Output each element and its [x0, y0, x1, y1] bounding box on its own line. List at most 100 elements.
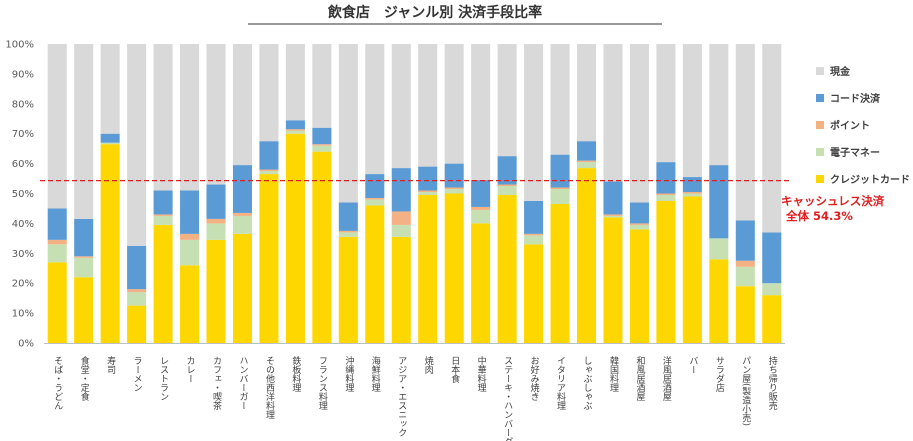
bar-segment	[576, 168, 597, 343]
y-tick-label: 30%	[12, 249, 34, 260]
x-category-label: 海鮮料理	[370, 355, 381, 392]
bar-segment	[100, 144, 120, 343]
bar-segment	[709, 259, 729, 343]
bar-segment	[550, 187, 570, 190]
bar-segment	[603, 44, 623, 182]
bar-segment	[603, 217, 623, 343]
bar-segment	[127, 305, 147, 344]
bar-stack	[180, 44, 200, 343]
bar-segment	[709, 165, 729, 239]
bar-segment	[471, 44, 491, 181]
legend-swatch	[816, 121, 824, 129]
bar-segment	[497, 195, 517, 343]
bar-segment	[259, 44, 279, 142]
bar-stack	[418, 44, 438, 343]
legend-item: ポイント	[816, 119, 870, 132]
bar-segment	[576, 141, 597, 161]
bar-segment	[735, 44, 755, 221]
bar-segment	[629, 229, 649, 343]
x-category-label: 日本食	[449, 356, 460, 384]
legend-item: クレジットカード	[816, 174, 910, 186]
y-tick-label: 20%	[12, 279, 34, 290]
legend-label: ポイント	[830, 119, 870, 132]
bar-segment	[338, 232, 358, 237]
bar-segment	[100, 142, 120, 145]
bar-segment	[735, 286, 755, 343]
x-category-label: 寿司	[105, 355, 116, 374]
y-tick-label: 40%	[12, 219, 34, 230]
bar-segment	[391, 211, 411, 225]
bar-segment	[365, 205, 385, 343]
x-category-label: 中華料理	[476, 355, 487, 392]
bar-segment	[735, 260, 755, 267]
bar-segment	[259, 141, 279, 170]
bar-segment	[47, 244, 67, 263]
legend-label: 電子マネー	[830, 147, 880, 159]
bar-segment	[444, 187, 464, 190]
bar-segment	[603, 214, 623, 216]
bar-segment	[576, 44, 597, 142]
bar-stack	[100, 44, 120, 343]
x-category-label: 洋風居酒屋	[661, 355, 672, 402]
bar-stack	[365, 44, 385, 343]
bar-segment	[206, 184, 226, 219]
bar-segment	[127, 292, 147, 306]
legend-item: 現金	[816, 65, 851, 78]
y-tick-label: 80%	[12, 99, 34, 110]
bar-segment	[524, 200, 544, 234]
bar-segment	[180, 44, 200, 191]
bar-segment	[312, 127, 332, 145]
y-tick-label: 0%	[18, 339, 34, 350]
bar-segment	[338, 236, 358, 343]
bar-segment	[312, 144, 332, 146]
bar-segment	[603, 215, 623, 218]
bar-segment	[444, 44, 464, 164]
x-category-label: 和風居酒屋	[634, 356, 645, 402]
bar-segment	[100, 44, 120, 134]
bar-segment	[629, 44, 649, 203]
bar-stack	[682, 44, 702, 343]
bar-segment	[682, 193, 702, 197]
legend-swatch	[816, 94, 824, 102]
legend-item: コード決済	[816, 92, 881, 105]
bar-segment	[74, 257, 94, 278]
x-category-label: フランス料理	[317, 356, 328, 410]
bar-segment	[338, 202, 358, 231]
y-tick-label: 50%	[12, 189, 34, 200]
bar-stack	[153, 44, 173, 343]
bar-stack	[47, 44, 67, 343]
bar-segment	[524, 44, 544, 201]
bar-stack	[524, 44, 544, 343]
bar-segment	[497, 156, 517, 185]
bar-segment	[629, 224, 649, 230]
bar-segment	[285, 129, 305, 131]
bar-segment	[682, 177, 702, 192]
bar-segment	[100, 133, 120, 143]
bar-stack	[497, 44, 517, 343]
bar-stack	[709, 44, 729, 343]
y-tick-label: 10%	[12, 309, 34, 320]
x-category-label: ステーキ・ハンバーグ	[502, 356, 513, 441]
bar-segment	[285, 120, 305, 130]
bar-stack	[629, 44, 649, 343]
bar-segment	[180, 239, 200, 266]
bar-segment	[47, 262, 67, 343]
bar-segment	[285, 44, 305, 121]
x-category-label: その他西洋料理	[264, 356, 275, 419]
x-category-label: 焼肉	[423, 356, 434, 374]
bar-segment	[127, 245, 147, 290]
bar-segment	[391, 224, 411, 237]
bar-segment	[418, 190, 438, 193]
bar-segment	[232, 44, 253, 166]
bar-segment	[418, 166, 438, 191]
bar-segment	[656, 162, 676, 194]
x-category-label: しゃぶしゃぶ	[582, 356, 593, 410]
bar-stack	[127, 44, 147, 344]
legend-swatch	[816, 67, 824, 75]
bar-segment	[153, 224, 173, 343]
bar-segment	[206, 223, 226, 240]
x-category-label: パン屋(製造小売)	[740, 356, 751, 426]
bar-segment	[524, 233, 544, 236]
bar-segment	[232, 233, 253, 343]
bar-segment	[656, 44, 676, 163]
